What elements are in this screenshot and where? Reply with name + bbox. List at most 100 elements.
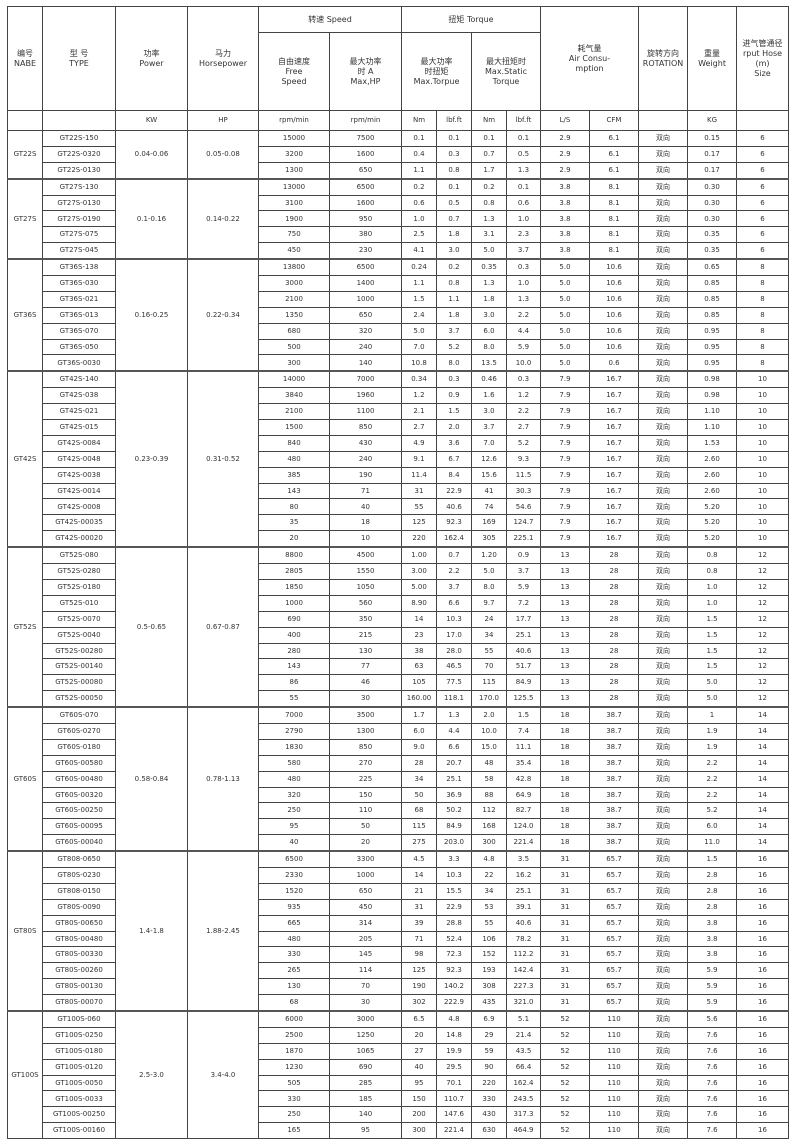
- max-static-torque-lbfft-cell: 16.2: [506, 866, 541, 884]
- hose-size-cell: 14: [736, 786, 790, 804]
- free-speed-cell: 1830: [258, 738, 330, 756]
- table-row: GT60S-00320 320 150 50 36.9 88 64.9 18 38.7 双向 2.2…: [8, 786, 790, 804]
- air-cfm-cell: 65.7: [588, 866, 640, 884]
- free-speed-cell: 40: [258, 834, 330, 852]
- max-power-torque-lbfft-cell: 147.6: [436, 1106, 472, 1124]
- max-power-torque-nm-cell: 23: [401, 626, 437, 644]
- hose-size-cell: 14: [736, 818, 790, 836]
- max-static-torque-lbfft-cell: 1.0: [506, 210, 541, 228]
- hose-size-cell: 6: [736, 177, 790, 196]
- type-cell: GT60S-0180: [42, 738, 116, 756]
- rotation-cell: 双向: [638, 242, 689, 260]
- max-power-torque-lbfft-cell: 25.1: [436, 770, 472, 788]
- max-static-torque-nm-cell: 90: [471, 1058, 507, 1076]
- power-cell: 0.58-0.84: [115, 706, 188, 852]
- units-spacer: [7, 110, 43, 131]
- free-speed-cell: 2100: [258, 290, 330, 308]
- max-static-torque-lbfft-cell: 9.3: [506, 450, 541, 468]
- max-power-torque-lbfft-cell: 46.5: [436, 658, 472, 676]
- weight-cell: 5.9: [687, 994, 738, 1012]
- rotation-cell: 双向: [638, 754, 689, 772]
- max-static-torque-lbfft-cell: 11.1: [506, 738, 541, 756]
- air-ls-cell: 7.9: [540, 434, 590, 452]
- horsepower-cell: 0.05-0.08: [187, 129, 259, 180]
- free-speed-cell: 6000: [258, 1009, 330, 1028]
- type-cell: GT22S-150: [42, 130, 116, 147]
- max-power-speed-cell: 350: [329, 610, 402, 628]
- max-power-torque-nm-cell: 50: [401, 786, 437, 804]
- type-cell: GT52S-00080: [42, 674, 116, 692]
- max-static-torque-lbfft-cell: 221.4: [506, 834, 541, 852]
- hose-size-cell: 12: [736, 690, 790, 708]
- air-cfm-cell: 110: [588, 1026, 640, 1044]
- max-power-torque-nm-cell: 8.90: [401, 594, 437, 612]
- weight-cell: 1: [687, 706, 738, 724]
- max-static-torque-lbfft-cell: 0.6: [506, 194, 541, 212]
- max-power-speed-cell: 650: [329, 161, 402, 180]
- max-static-torque-lbfft-cell: 142.4: [506, 962, 541, 980]
- table-row: GT80S-00330 330 145 98 72.3 152 112.2 31 65.7 双向 3…: [8, 946, 790, 964]
- rotation-cell: 双向: [638, 354, 689, 372]
- max-power-torque-lbfft-cell: 6.6: [436, 594, 472, 612]
- free-speed-cell: 580: [258, 754, 330, 772]
- max-static-torque-lbfft-cell: 7.2: [506, 594, 541, 612]
- hose-size-cell: 16: [736, 962, 790, 980]
- type-cell: GT52S-0070: [42, 610, 116, 628]
- rotation-cell: 双向: [638, 275, 689, 292]
- free-speed-cell: 80: [258, 498, 330, 516]
- max-power-torque-lbfft-cell: 0.5: [436, 194, 472, 212]
- max-power-torque-lbfft-cell: 72.3: [436, 946, 472, 964]
- header-free-speed: 自由速度 Free Speed: [258, 32, 330, 111]
- hose-size-cell: 16: [736, 1106, 790, 1124]
- max-power-speed-cell: 380: [329, 226, 402, 244]
- max-power-torque-lbfft-cell: 3.7: [436, 578, 472, 596]
- weight-cell: 0.95: [687, 322, 738, 340]
- max-power-torque-lbfft-cell: 0.3: [436, 370, 472, 389]
- air-ls-cell: 52: [540, 1042, 590, 1060]
- max-power-speed-cell: 3000: [329, 1009, 402, 1028]
- rotation-cell: 双向: [638, 482, 689, 500]
- type-cell: GT100S-0033: [42, 1090, 116, 1108]
- type-cell: GT100S-0050: [42, 1074, 116, 1092]
- type-cell: GT808-0650: [42, 850, 116, 868]
- rotation-cell: 双向: [638, 930, 689, 948]
- air-ls-cell: 18: [540, 786, 590, 804]
- unit-cell: KW: [115, 110, 188, 131]
- max-power-torque-nm-cell: 300: [401, 1122, 437, 1139]
- free-speed-cell: 130: [258, 978, 330, 996]
- max-power-torque-lbfft-cell: 1.5: [436, 403, 472, 421]
- hose-size-cell: 12: [736, 674, 790, 692]
- max-power-speed-cell: 240: [329, 338, 402, 356]
- hose-size-cell: 8: [736, 306, 790, 324]
- weight-cell: 6.0: [687, 818, 738, 836]
- air-cfm-cell: 28: [588, 690, 640, 708]
- max-static-torque-nm-cell: 115: [471, 674, 507, 692]
- max-power-torque-lbfft-cell: 17.0: [436, 626, 472, 644]
- max-power-torque-lbfft-cell: 1.1: [436, 290, 472, 308]
- max-power-torque-nm-cell: 68: [401, 802, 437, 820]
- units-row: KW HP rpm/min rpm/min Nm lbf.ft Nm lbf.ft L/S CFM…: [7, 110, 790, 131]
- air-cfm-cell: 38.7: [588, 738, 640, 756]
- max-power-torque-nm-cell: 160.00: [401, 690, 437, 708]
- max-static-torque-nm-cell: 193: [471, 962, 507, 980]
- header-power: 功率 Power: [115, 6, 188, 111]
- max-static-torque-nm-cell: 435: [471, 994, 507, 1012]
- free-speed-cell: 95: [258, 818, 330, 836]
- type-cell: GT60S-00480: [42, 770, 116, 788]
- type-cell: GT100S-0120: [42, 1058, 116, 1076]
- max-power-speed-cell: 46: [329, 674, 402, 692]
- table-row: GT80S-00650 665 314 39 28.8 55 40.6 31 65.7 双向 3.8…: [8, 914, 790, 932]
- weight-cell: 0.85: [687, 306, 738, 324]
- type-cell: GT80S-00650: [42, 914, 116, 932]
- weight-cell: 1.5: [687, 658, 738, 676]
- max-static-torque-lbfft-cell: 35.4: [506, 754, 541, 772]
- type-cell: GT80S-00480: [42, 930, 116, 948]
- max-power-speed-cell: 140: [329, 1106, 402, 1124]
- power-cell: 0.23-0.39: [115, 370, 188, 548]
- max-power-torque-nm-cell: 20: [401, 1026, 437, 1044]
- hose-size-cell: 10: [736, 370, 790, 389]
- type-cell: GT42S-0008: [42, 498, 116, 516]
- max-power-torque-lbfft-cell: 118.1: [436, 690, 472, 708]
- rotation-cell: 双向: [638, 834, 689, 852]
- type-cell: GT36S-138: [42, 258, 116, 277]
